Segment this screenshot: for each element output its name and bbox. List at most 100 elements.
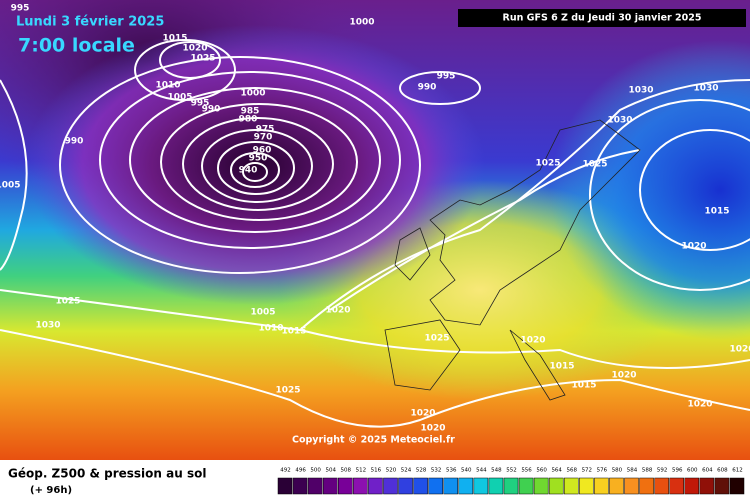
isobar-label: 975 — [256, 125, 275, 135]
scale-swatch — [488, 477, 504, 495]
isobar-label: 1020 — [420, 424, 445, 434]
scale-label: 492 — [280, 468, 291, 474]
scale-label: 608 — [717, 468, 728, 474]
scale-swatch — [338, 477, 353, 495]
scale-label: 496 — [295, 468, 306, 474]
scale-label: 592 — [657, 468, 668, 474]
isobar-label: 1020 — [182, 44, 207, 54]
scale-label: 524 — [401, 468, 412, 474]
scale-swatch — [729, 477, 745, 495]
scale-swatch — [684, 477, 700, 495]
isobar-labels: 9951000101510201025101010059959901000995… — [0, 4, 750, 434]
scale-swatch — [353, 477, 368, 495]
isobar-label: 990 — [202, 105, 221, 115]
isobar-label: 1015 — [549, 362, 574, 372]
copyright: Copyright © 2025 Meteociel.fr — [292, 435, 455, 446]
scale-swatch — [368, 477, 383, 495]
scale-swatch — [548, 477, 564, 495]
isobar-label: 1025 — [190, 54, 215, 64]
isobar-label: 1015 — [281, 327, 306, 337]
scale-label: 568 — [567, 468, 578, 474]
scale-label: 504 — [325, 468, 336, 474]
footer-lead: (+ 96h) — [30, 485, 72, 496]
scale-swatch — [292, 477, 308, 495]
scale-swatch — [609, 477, 624, 495]
scale-label: 508 — [341, 468, 352, 474]
scale-swatch — [579, 477, 594, 495]
isobar-label: 1020 — [681, 242, 706, 252]
isobar-label: 980 — [239, 115, 258, 125]
isobar-label: 1020 — [325, 306, 350, 316]
isobar-label: 985 — [241, 107, 260, 117]
isobar-label: 995 — [191, 99, 210, 109]
scale-label: 572 — [582, 468, 593, 474]
isobar-label: 1020 — [611, 371, 636, 381]
isobar-label: 990 — [65, 137, 84, 147]
scale-label: 556 — [521, 468, 532, 474]
isobar-label: 1020 — [410, 409, 435, 419]
isobar-label: 1020 — [729, 345, 750, 355]
scale-label: 588 — [642, 468, 653, 474]
map-field — [0, 0, 750, 460]
isobar-label: 960 — [253, 146, 272, 156]
scale-label: 520 — [386, 468, 397, 474]
scale-swatch — [503, 477, 519, 495]
scale-label: 516 — [371, 468, 382, 474]
scale-swatch — [533, 477, 549, 495]
scale-label: 532 — [431, 468, 442, 474]
scale-swatch — [518, 477, 534, 495]
isobar-label: 1005 — [167, 93, 192, 103]
scale-label: 612 — [732, 468, 743, 474]
isobar-label: 1025 — [535, 159, 560, 169]
scale-label: 548 — [491, 468, 502, 474]
isobar-label: 940 — [239, 166, 258, 176]
isobar-label: 1030 — [607, 116, 632, 126]
isobar-label: 1030 — [35, 321, 60, 331]
scale-swatch — [398, 477, 413, 495]
isobar-label: 1005 — [250, 308, 275, 318]
scale-swatch — [277, 477, 293, 495]
isobars — [0, 39, 750, 428]
coastlines — [384, 119, 641, 401]
run-box — [458, 9, 746, 27]
isobar-label: 995 — [437, 72, 456, 82]
scale-label: 600 — [687, 468, 698, 474]
forecast-time: 7:00 locale — [18, 35, 135, 57]
forecast-date: Lundi 3 février 2025 — [16, 15, 164, 30]
isobar-label: 1015 — [704, 207, 729, 217]
isobar-label: 1025 — [275, 386, 300, 396]
scale-label: 536 — [446, 468, 457, 474]
scale-swatch — [639, 477, 654, 495]
color-scale: 492 496 500 504 508 512 516 520 524 528 532 536 540 5… — [277, 468, 745, 495]
scale-swatch — [307, 477, 323, 495]
isobar-label: 1020 — [687, 400, 712, 410]
isobar-label: 1015 — [162, 34, 187, 44]
isobar-label: 1010 — [258, 324, 283, 334]
isobar-label: 1010 — [155, 81, 180, 91]
isobar-label: 1025 — [582, 160, 607, 170]
isobar-label: 1020 — [520, 336, 545, 346]
isobar-label: 1005 — [0, 181, 21, 191]
scale-swatch — [413, 477, 428, 495]
isobar-label: 950 — [249, 154, 268, 164]
scale-swatch — [714, 477, 730, 495]
isobar-label: 1030 — [693, 84, 718, 94]
scale-swatch — [654, 477, 669, 495]
scale-label: 584 — [627, 468, 638, 474]
scale-swatch — [383, 477, 398, 495]
scale-swatch — [458, 477, 474, 495]
scale-label: 580 — [612, 468, 623, 474]
scale-label: 540 — [461, 468, 472, 474]
scale-label: 500 — [310, 468, 321, 474]
scale-swatch — [443, 477, 459, 495]
isobar-label: 1025 — [55, 297, 80, 307]
scale-label: 560 — [536, 468, 547, 474]
isobar-label: 1000 — [240, 89, 265, 99]
scale-label: 576 — [597, 468, 608, 474]
scale-swatch — [699, 477, 715, 495]
isobar-label: 1025 — [424, 334, 449, 344]
scale-swatch — [473, 477, 489, 495]
isobar-label: 970 — [254, 133, 273, 143]
scale-label: 552 — [506, 468, 517, 474]
